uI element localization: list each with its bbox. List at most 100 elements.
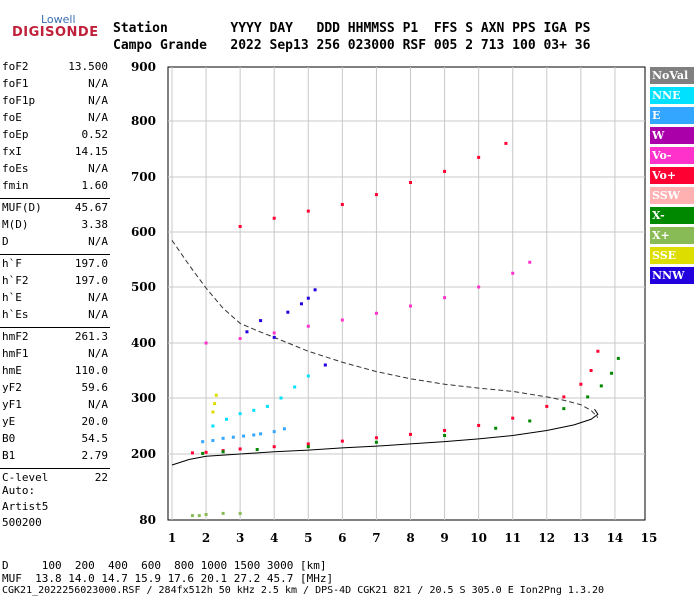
param-value: 13.500 bbox=[68, 60, 108, 73]
data-point bbox=[245, 330, 249, 334]
param-row: foF2 13.500 bbox=[2, 60, 108, 77]
param-name: yF2 bbox=[2, 381, 22, 394]
y-tick-label: 200 bbox=[131, 447, 156, 461]
param-name: foE bbox=[2, 111, 22, 124]
data-point bbox=[242, 434, 246, 438]
param-name: yF1 bbox=[2, 398, 22, 411]
data-point bbox=[306, 445, 310, 449]
x-tick-label: 10 bbox=[470, 531, 487, 545]
file-info-line: CGK21_2022256023000.RSF / 284fx512h 50 k… bbox=[2, 585, 605, 596]
param-separator bbox=[0, 327, 110, 328]
header-line-1: Station YYYY DAY DDD HHMMSS P1 FFS S AXN… bbox=[113, 21, 591, 36]
data-point bbox=[272, 216, 276, 220]
data-point bbox=[409, 432, 412, 436]
param-row: foF1 N/A bbox=[2, 77, 108, 94]
param-name: foF1 bbox=[2, 77, 29, 90]
data-point bbox=[272, 430, 276, 434]
data-point bbox=[252, 408, 256, 412]
data-point bbox=[511, 416, 515, 420]
data-point bbox=[443, 169, 447, 173]
data-point bbox=[272, 445, 276, 449]
param-value: N/A bbox=[88, 111, 108, 124]
param-value: 197.0 bbox=[74, 257, 108, 270]
y-tick-label: 700 bbox=[131, 170, 156, 184]
x-tick-label: 14 bbox=[607, 531, 624, 545]
param-value: 1.60 bbox=[81, 179, 109, 192]
data-point bbox=[306, 324, 310, 328]
muf-line: MUF 13.8 14.0 14.7 15.9 17.6 20.1 27.2 4… bbox=[2, 572, 334, 585]
data-point bbox=[409, 304, 412, 308]
param-value: N/A bbox=[88, 398, 108, 411]
profile-curve bbox=[171, 408, 599, 466]
param-value: 20.0 bbox=[81, 415, 109, 428]
data-point bbox=[190, 451, 194, 455]
param-name: C-level bbox=[2, 471, 49, 484]
y-tick-label: 600 bbox=[131, 225, 156, 239]
plot-frame bbox=[167, 66, 646, 521]
data-point bbox=[190, 514, 194, 518]
data-point bbox=[201, 440, 205, 444]
param-row: yF2 59.6 bbox=[2, 381, 108, 398]
param-value: 22 bbox=[94, 471, 108, 484]
data-point bbox=[477, 285, 481, 289]
param-name: M(D) bbox=[2, 218, 29, 231]
param-separator bbox=[0, 198, 110, 199]
data-point bbox=[282, 427, 286, 431]
y-tick-label: 80 bbox=[139, 513, 156, 527]
auto-artist: Artist5 bbox=[2, 500, 49, 513]
data-point bbox=[221, 436, 225, 440]
y-tick-label: 300 bbox=[131, 391, 156, 405]
data-point bbox=[204, 513, 208, 516]
x-tick-label: 12 bbox=[538, 531, 555, 545]
legend-item: SSE bbox=[650, 247, 694, 264]
param-name: hmE bbox=[2, 364, 22, 377]
param-name: fmin bbox=[2, 179, 29, 192]
data-point bbox=[255, 448, 259, 452]
x-tick-label: 15 bbox=[641, 531, 658, 545]
data-point bbox=[443, 434, 447, 438]
legend-item: NNW bbox=[650, 267, 694, 284]
data-point bbox=[313, 288, 317, 292]
data-point bbox=[374, 436, 378, 440]
data-point bbox=[562, 407, 566, 411]
param-name: foEs bbox=[2, 162, 29, 175]
data-point bbox=[323, 363, 327, 367]
param-row: yF1 N/A bbox=[2, 398, 108, 415]
param-row: B1 2.79 bbox=[2, 449, 108, 466]
param-row: fmin 1.60 bbox=[2, 179, 108, 196]
param-row: hmF2 261.3 bbox=[2, 330, 108, 347]
param-row: h`E N/A bbox=[2, 291, 108, 308]
legend-item: SSW bbox=[650, 187, 694, 204]
param-value: 261.3 bbox=[74, 330, 108, 343]
x-tick-label: 7 bbox=[372, 531, 380, 545]
data-point bbox=[340, 439, 344, 443]
data-point bbox=[374, 440, 378, 444]
param-row: D N/A bbox=[2, 235, 108, 252]
header-line-2: Campo Grande 2022 Sep13 256 023000 RSF 0… bbox=[113, 38, 591, 53]
param-row: yE 20.0 bbox=[2, 415, 108, 432]
param-name: foF2 bbox=[2, 60, 29, 73]
y-tick-label: 900 bbox=[131, 60, 156, 74]
data-point bbox=[272, 331, 276, 335]
x-tick-label: 6 bbox=[338, 531, 346, 545]
param-name: hmF2 bbox=[2, 330, 29, 343]
param-value: 0.52 bbox=[81, 128, 109, 141]
data-point bbox=[599, 384, 603, 388]
param-value: 45.67 bbox=[74, 201, 108, 214]
y-tick-label: 500 bbox=[131, 280, 156, 294]
x-tick-label: 5 bbox=[304, 531, 312, 545]
legend-item: W bbox=[650, 127, 694, 144]
data-point bbox=[238, 447, 242, 451]
data-point bbox=[306, 374, 310, 378]
data-point bbox=[306, 209, 310, 213]
param-value: 197.0 bbox=[74, 274, 108, 287]
data-point bbox=[279, 396, 283, 400]
legend-item: X+ bbox=[650, 227, 694, 244]
param-row: hmE 110.0 bbox=[2, 364, 108, 381]
param-value: N/A bbox=[88, 308, 108, 321]
x-tick-label: 9 bbox=[440, 531, 448, 545]
data-point bbox=[204, 450, 208, 454]
param-row: B0 54.5 bbox=[2, 432, 108, 449]
param-row: C-level 22 bbox=[2, 471, 108, 488]
data-point bbox=[265, 404, 269, 408]
